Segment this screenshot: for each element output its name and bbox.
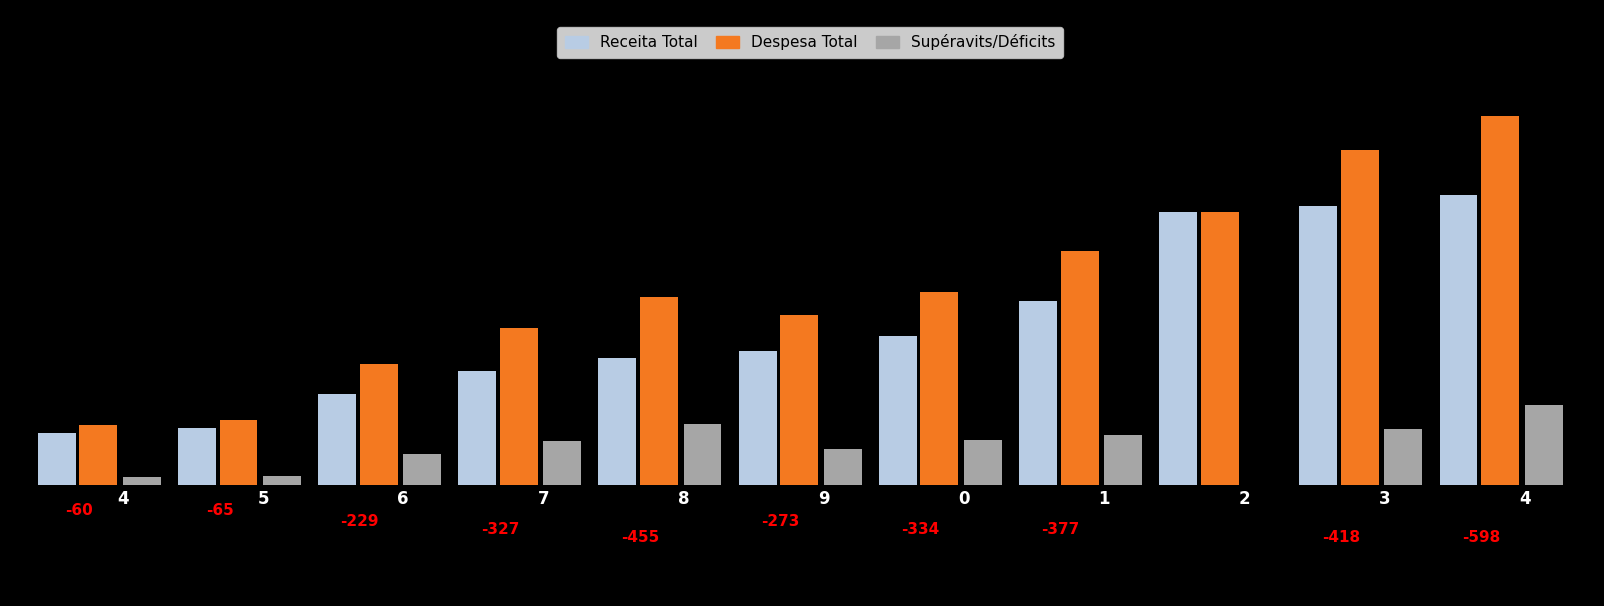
- Legend: Receita Total, Despesa Total, Supéravits/Déficits: Receita Total, Despesa Total, Supéravits…: [557, 27, 1063, 58]
- Text: -65: -65: [205, 504, 234, 518]
- Bar: [683, 424, 722, 485]
- Bar: [263, 476, 302, 485]
- Bar: [124, 477, 160, 485]
- Bar: [1480, 116, 1519, 485]
- Bar: [1160, 212, 1197, 485]
- Bar: [1104, 435, 1142, 485]
- Bar: [824, 448, 861, 485]
- Bar: [544, 441, 581, 485]
- Bar: [1341, 150, 1379, 485]
- Bar: [500, 328, 537, 485]
- Bar: [1439, 195, 1477, 485]
- Text: -377: -377: [1041, 522, 1079, 537]
- Text: -60: -60: [66, 504, 93, 518]
- Bar: [79, 425, 117, 485]
- Text: -327: -327: [481, 522, 520, 537]
- Bar: [359, 364, 398, 485]
- Bar: [739, 351, 776, 485]
- Bar: [879, 336, 917, 485]
- Bar: [1019, 301, 1057, 485]
- Bar: [780, 315, 818, 485]
- Bar: [1060, 251, 1099, 485]
- Text: -334: -334: [901, 522, 940, 537]
- Bar: [640, 298, 678, 485]
- Bar: [1201, 212, 1238, 485]
- Text: -229: -229: [340, 514, 379, 530]
- Text: -273: -273: [762, 514, 799, 530]
- Bar: [178, 428, 217, 485]
- Bar: [403, 454, 441, 485]
- Bar: [220, 420, 257, 485]
- Bar: [921, 291, 958, 485]
- Bar: [1384, 429, 1423, 485]
- Text: -455: -455: [621, 530, 659, 545]
- Bar: [38, 433, 75, 485]
- Bar: [964, 441, 1002, 485]
- Bar: [1525, 405, 1562, 485]
- Bar: [598, 358, 637, 485]
- Text: -418: -418: [1322, 530, 1360, 545]
- Bar: [318, 395, 356, 485]
- Bar: [459, 371, 496, 485]
- Text: -598: -598: [1463, 530, 1500, 545]
- Bar: [1299, 205, 1338, 485]
